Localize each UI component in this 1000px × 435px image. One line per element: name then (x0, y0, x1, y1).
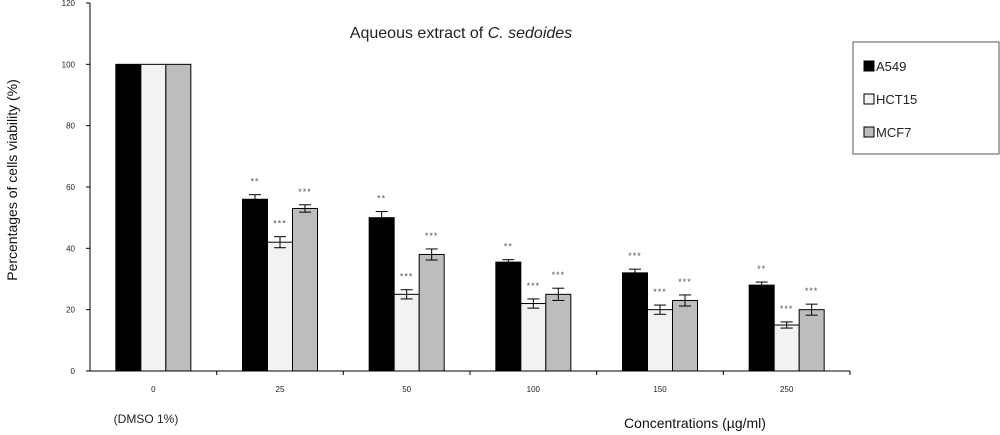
bar-hct15-250 (773, 324, 800, 372)
legend-swatch-hct15 (863, 93, 875, 105)
legend-swatch-mcf7 (863, 126, 875, 138)
bar-mcf7-25 (292, 207, 318, 372)
significance-label: *** (298, 187, 312, 197)
significance-label: ** (504, 242, 513, 252)
bar-mcf7-50 (418, 253, 445, 372)
bar-mcf7-0 (165, 63, 192, 372)
bar-a549-0 (115, 63, 142, 372)
significance-label: *** (273, 219, 287, 229)
x-tick-label: 0 (151, 385, 156, 394)
bar-mcf7-150 (672, 299, 698, 372)
category-note: (DMSO 1%) (114, 412, 179, 426)
legend-label-mcf7: MCF7 (876, 125, 911, 140)
bar-hct15-25 (267, 241, 293, 372)
significance-label: *** (400, 272, 414, 282)
bar-a549-250 (748, 284, 775, 372)
y-tick-label: 0 (71, 367, 76, 376)
y-tick-label: 60 (66, 183, 75, 192)
legend-box (852, 41, 1000, 155)
x-tick-label: 100 (527, 385, 541, 394)
y-tick-label: 120 (62, 0, 76, 8)
x-tick-label: 250 (780, 385, 794, 394)
significance-label: *** (628, 251, 642, 261)
x-tick-label: 25 (276, 385, 285, 394)
y-tick-label: 80 (66, 122, 75, 131)
legend-swatch-a549 (863, 60, 875, 72)
y-tick-label: 100 (62, 60, 76, 69)
y-tick-label: 40 (66, 244, 75, 253)
significance-label: ** (757, 264, 766, 274)
significance-label: *** (653, 287, 667, 297)
significance-label: ** (250, 177, 259, 187)
axes (86, 2, 851, 375)
significance-label: *** (805, 286, 819, 296)
bar-a549-50 (368, 217, 395, 372)
significance-label: *** (552, 270, 566, 280)
x-tick-label: 150 (653, 385, 667, 394)
bar-mcf7-100 (545, 293, 572, 372)
bar-a549-25 (242, 198, 268, 372)
bar-hct15-100 (520, 303, 547, 372)
bar-a549-100 (495, 261, 522, 372)
significance-label: *** (425, 231, 439, 241)
significance-label: *** (678, 277, 692, 287)
y-axis-title: Percentages of cells viability (%) (4, 79, 20, 281)
significance-label: *** (780, 304, 794, 314)
bar-hct15-0 (140, 63, 167, 372)
significance-label: ** (377, 194, 386, 204)
significance-label: *** (527, 281, 541, 291)
legend-label-hct15: HCT15 (876, 92, 917, 107)
bar-hct15-150 (647, 309, 673, 372)
bar-a549-150 (622, 272, 648, 372)
legend-label-a549: A549 (876, 59, 906, 74)
bars (115, 63, 825, 372)
bar-hct15-50 (393, 293, 420, 372)
y-tick-label: 20 (66, 306, 75, 315)
x-axis-title: Concentrations (µg/ml) (624, 415, 766, 431)
bar-mcf7-250 (798, 309, 825, 372)
legend: A549 HCT15 MCF7 (852, 41, 1000, 155)
x-tick-label: 50 (402, 385, 411, 394)
chart-title: Aqueous extract of C. sedoides (350, 25, 572, 42)
